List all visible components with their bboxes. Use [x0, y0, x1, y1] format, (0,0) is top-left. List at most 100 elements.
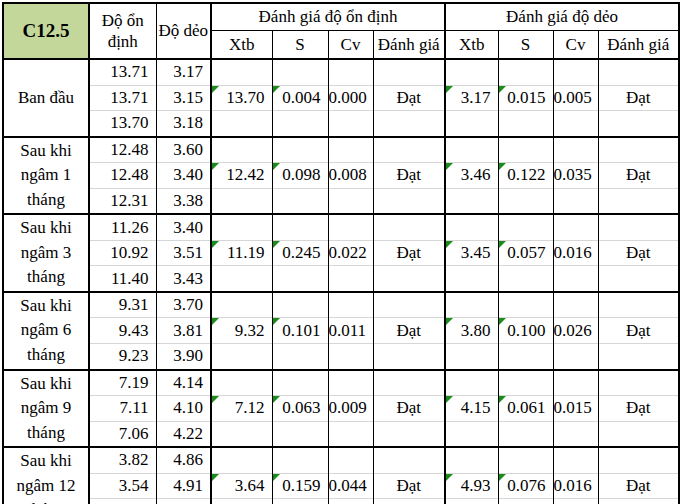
result-stability-cell[interactable]: Đạt [373, 318, 445, 344]
result-stability-cell[interactable]: Đạt [373, 240, 445, 266]
cv-ductility-cell[interactable]: 0.005 [553, 85, 598, 111]
empty-cell[interactable] [211, 214, 272, 240]
xtb-ductility-cell[interactable]: 4.93 [445, 473, 498, 499]
empty-cell[interactable] [211, 370, 272, 396]
result-ductility-cell[interactable]: Đạt [598, 85, 679, 111]
stability-cell[interactable]: 10.92 [89, 240, 156, 266]
empty-cell[interactable] [272, 499, 328, 504]
empty-cell[interactable] [272, 214, 328, 240]
stability-cell[interactable]: 3.82 [89, 447, 156, 473]
empty-cell[interactable] [498, 370, 553, 396]
empty-cell[interactable] [598, 421, 679, 447]
result-stability-cell[interactable]: Đạt [373, 473, 445, 499]
empty-cell[interactable] [598, 344, 679, 370]
ductility-cell[interactable]: 3.17 [156, 59, 211, 85]
mix-code-cell[interactable]: C12.5 [3, 3, 89, 59]
ductility-cell[interactable]: 3.43 [156, 266, 211, 292]
empty-cell[interactable] [498, 214, 553, 240]
empty-cell[interactable] [598, 59, 679, 85]
empty-cell[interactable] [211, 499, 272, 504]
empty-cell[interactable] [272, 421, 328, 447]
empty-cell[interactable] [373, 266, 445, 292]
empty-cell[interactable] [445, 421, 498, 447]
empty-cell[interactable] [498, 188, 553, 214]
xtb-ductility-cell[interactable]: 3.46 [445, 163, 498, 189]
cv-ductility-cell[interactable]: 0.016 [553, 473, 598, 499]
empty-cell[interactable] [598, 292, 679, 318]
empty-cell[interactable] [211, 137, 272, 163]
empty-cell[interactable] [373, 214, 445, 240]
result-ductility-cell[interactable]: Đạt [598, 318, 679, 344]
result-ductility-cell[interactable]: Đạt [598, 240, 679, 266]
empty-cell[interactable] [553, 59, 598, 85]
empty-cell[interactable] [373, 111, 445, 137]
xtb-stability-cell[interactable]: 13.70 [211, 85, 272, 111]
empty-cell[interactable] [553, 266, 598, 292]
cv-stability-cell[interactable]: 0.008 [328, 163, 373, 189]
stability-cell[interactable]: 9.31 [89, 292, 156, 318]
header-danhgia-stability[interactable]: Đánh giá [373, 31, 445, 60]
header-s-ductility[interactable]: S [498, 31, 553, 60]
ductility-cell[interactable]: 3.70 [156, 292, 211, 318]
empty-cell[interactable] [211, 421, 272, 447]
empty-cell[interactable] [373, 447, 445, 473]
ductility-cell[interactable]: 3.51 [156, 240, 211, 266]
cv-ductility-cell[interactable]: 0.016 [553, 240, 598, 266]
cv-stability-cell[interactable]: 0.044 [328, 473, 373, 499]
ductility-cell[interactable]: 3.40 [156, 163, 211, 189]
empty-cell[interactable] [445, 266, 498, 292]
stability-cell[interactable]: 12.48 [89, 137, 156, 163]
empty-cell[interactable] [211, 266, 272, 292]
stability-cell[interactable]: 13.71 [89, 85, 156, 111]
ductility-cell[interactable]: 4.22 [156, 421, 211, 447]
empty-cell[interactable] [553, 137, 598, 163]
header-s-stability[interactable]: S [272, 31, 328, 60]
empty-cell[interactable] [211, 447, 272, 473]
xtb-ductility-cell[interactable]: 3.80 [445, 318, 498, 344]
ductility-cell[interactable]: 4.86 [156, 447, 211, 473]
empty-cell[interactable] [328, 292, 373, 318]
cv-ductility-cell[interactable]: 0.035 [553, 163, 598, 189]
empty-cell[interactable] [272, 188, 328, 214]
cv-stability-cell[interactable]: 0.009 [328, 396, 373, 422]
empty-cell[interactable] [445, 499, 498, 504]
stability-cell[interactable]: 3.54 [89, 473, 156, 499]
empty-cell[interactable] [445, 188, 498, 214]
ductility-cell[interactable]: 3.81 [156, 318, 211, 344]
xtb-stability-cell[interactable]: 11.19 [211, 240, 272, 266]
ductility-cell[interactable]: 3.90 [156, 344, 211, 370]
row-group-label[interactable]: Sau khi ngâm 9 tháng [3, 370, 89, 448]
empty-cell[interactable] [373, 370, 445, 396]
empty-cell[interactable] [272, 344, 328, 370]
s-stability-cell[interactable]: 0.159 [272, 473, 328, 499]
empty-cell[interactable] [272, 59, 328, 85]
empty-cell[interactable] [553, 188, 598, 214]
empty-cell[interactable] [598, 111, 679, 137]
xtb-stability-cell[interactable]: 7.12 [211, 396, 272, 422]
result-ductility-cell[interactable]: Đạt [598, 396, 679, 422]
xtb-stability-cell[interactable]: 12.42 [211, 163, 272, 189]
ductility-cell[interactable]: 4.10 [156, 396, 211, 422]
empty-cell[interactable] [498, 266, 553, 292]
ductility-cell[interactable]: 3.18 [156, 111, 211, 137]
empty-cell[interactable] [553, 447, 598, 473]
empty-cell[interactable] [553, 111, 598, 137]
s-stability-cell[interactable]: 0.098 [272, 163, 328, 189]
stability-cell[interactable]: 7.19 [89, 370, 156, 396]
empty-cell[interactable] [498, 499, 553, 504]
empty-cell[interactable] [373, 421, 445, 447]
stability-cell[interactable]: 9.23 [89, 344, 156, 370]
empty-cell[interactable] [211, 188, 272, 214]
empty-cell[interactable] [498, 421, 553, 447]
result-ductility-cell[interactable]: Đạt [598, 473, 679, 499]
empty-cell[interactable] [498, 447, 553, 473]
s-ductility-cell[interactable]: 0.061 [498, 396, 553, 422]
empty-cell[interactable] [328, 111, 373, 137]
row-group-label[interactable]: Sau khi ngâm 12 tháng [3, 447, 89, 504]
empty-cell[interactable] [328, 266, 373, 292]
s-ductility-cell[interactable]: 0.122 [498, 163, 553, 189]
empty-cell[interactable] [272, 137, 328, 163]
empty-cell[interactable] [445, 344, 498, 370]
cv-ductility-cell[interactable]: 0.026 [553, 318, 598, 344]
cv-stability-cell[interactable]: 0.011 [328, 318, 373, 344]
